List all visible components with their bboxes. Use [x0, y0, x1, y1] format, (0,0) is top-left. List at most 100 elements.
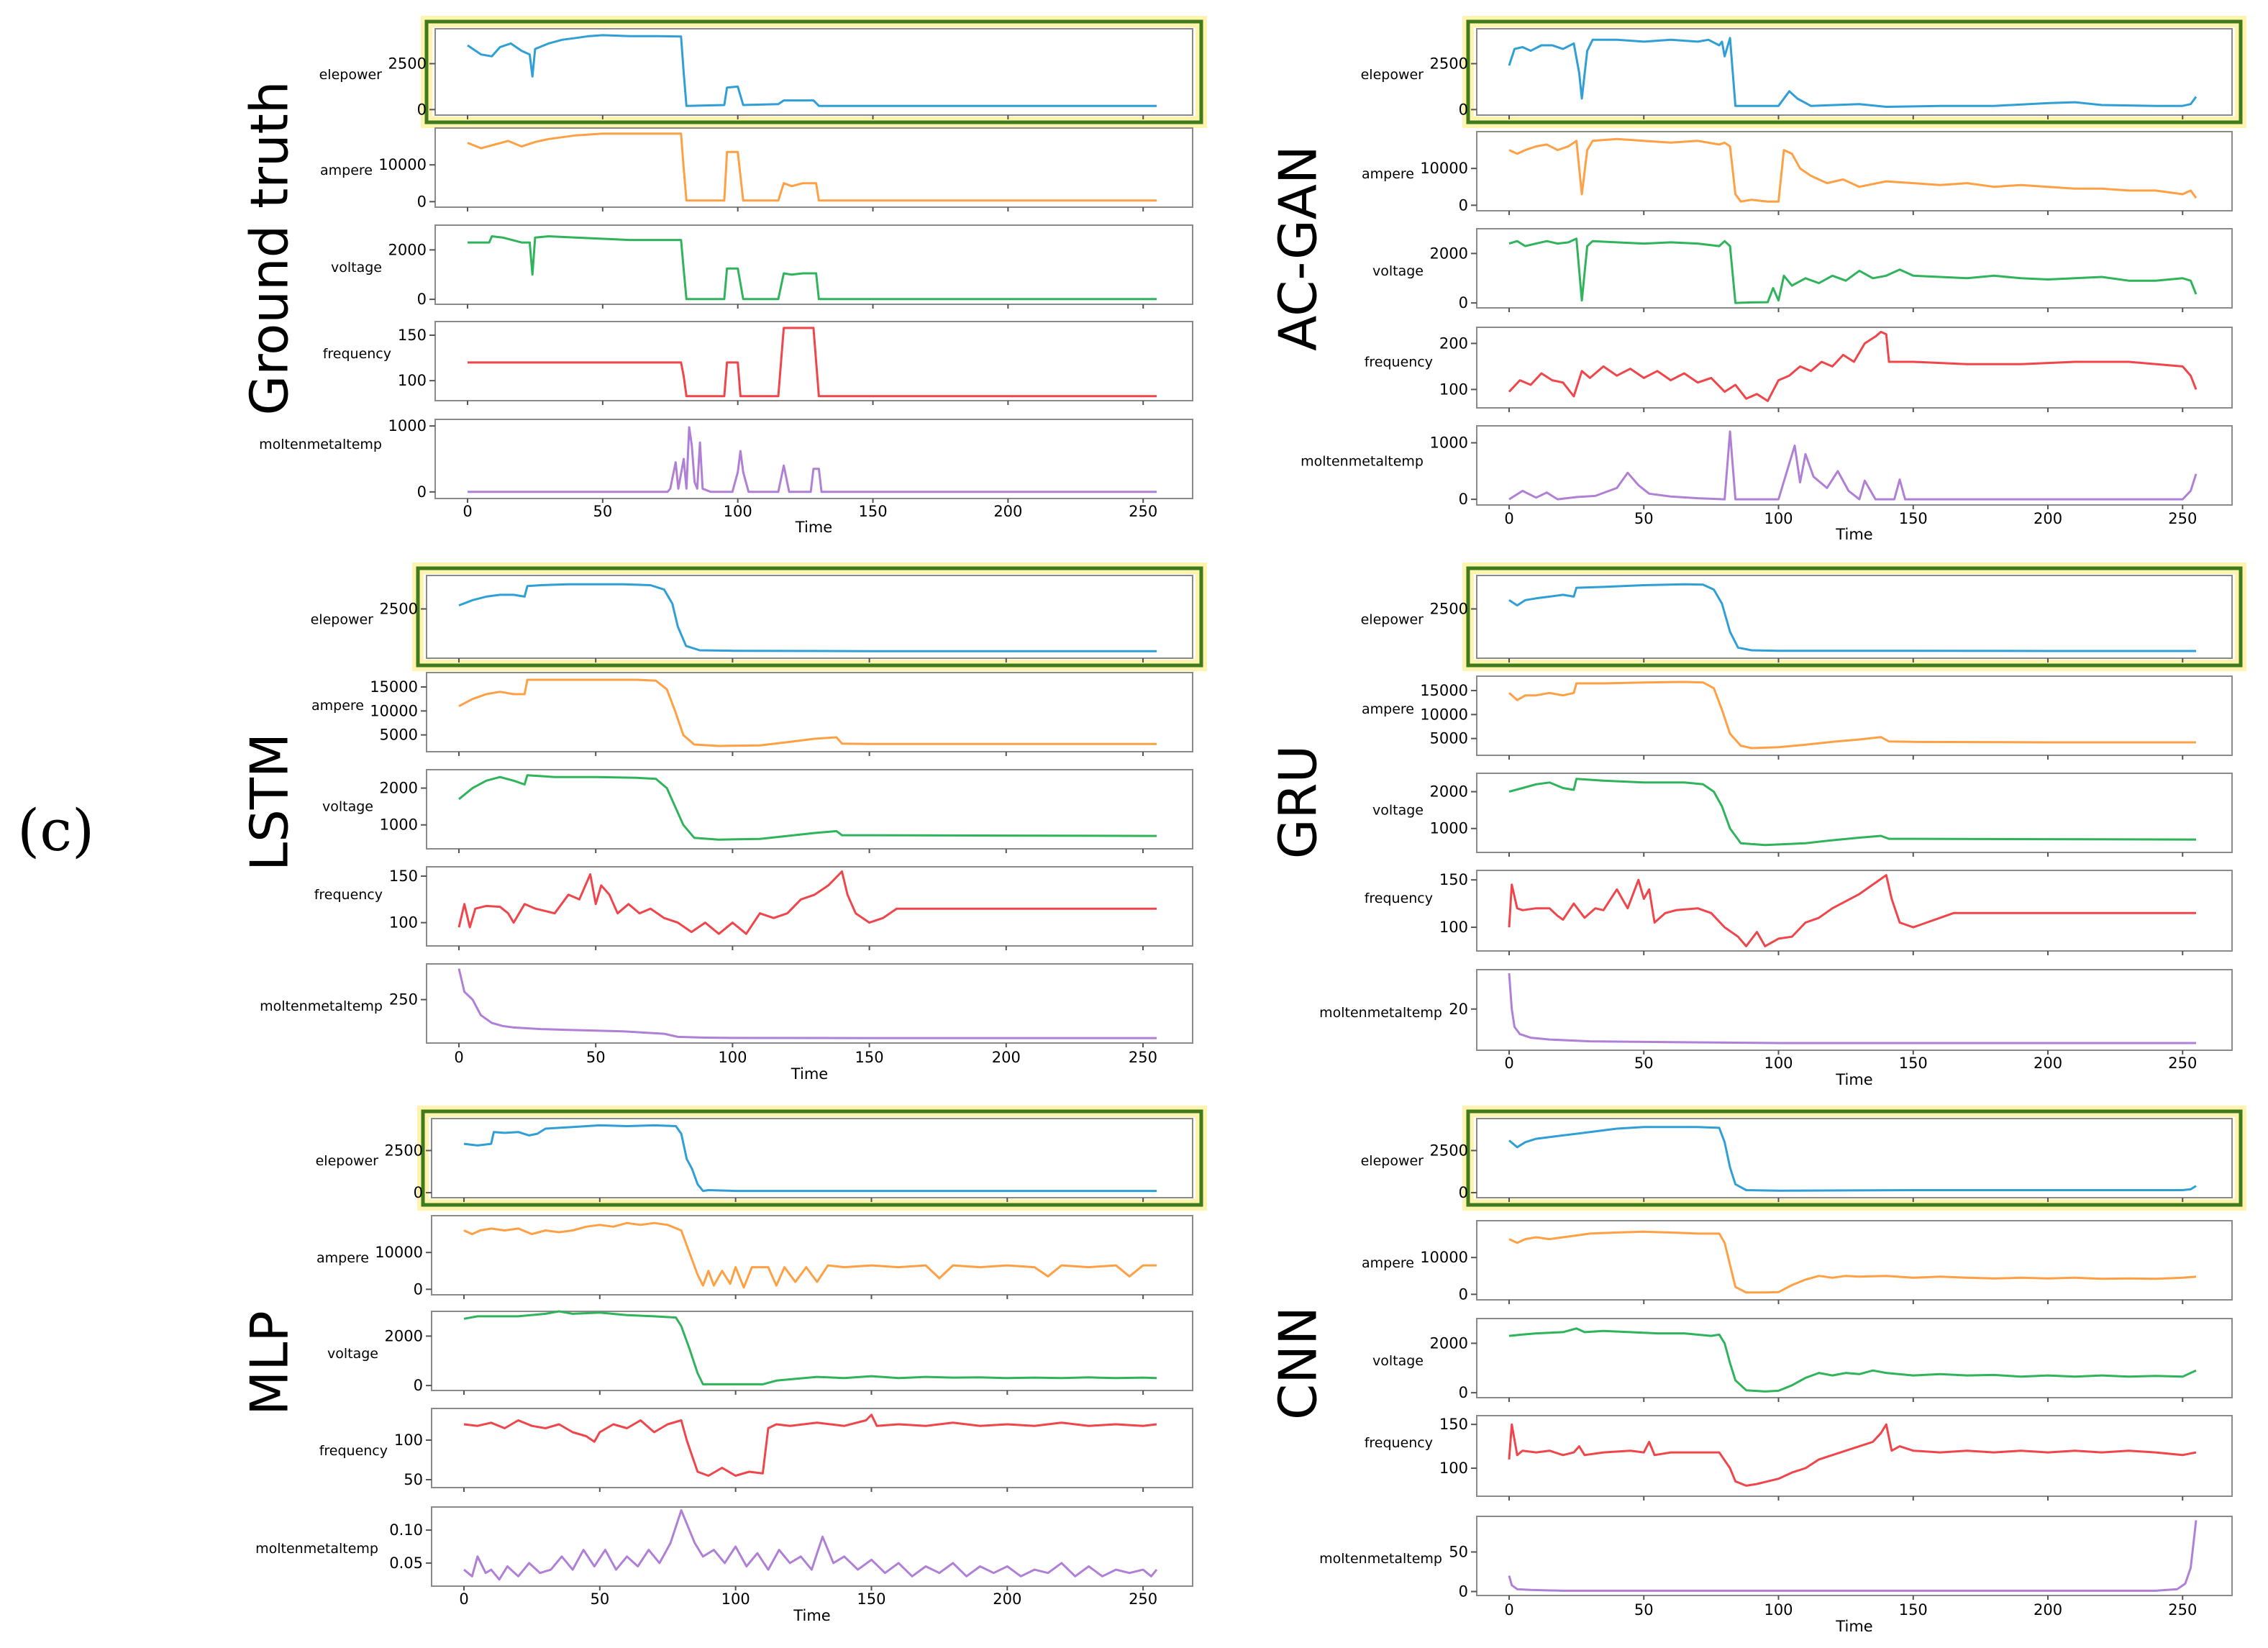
series-line-elepower — [458, 583, 1157, 652]
plot-frame — [434, 127, 1193, 208]
y-tick-label: 50 — [1449, 1544, 1468, 1561]
panel-ac-gan: AC-GAN02500elepower010000ampere02000volt… — [1268, 16, 2246, 543]
y-tick-label: 1000 — [388, 417, 427, 434]
series-line-frequency — [463, 1413, 1157, 1477]
y-tick-label: 100 — [1439, 919, 1468, 936]
y-tick-label: 250 — [389, 991, 418, 1009]
y-tick-label: 0 — [414, 1280, 423, 1298]
y-tick-label: 1000 — [380, 816, 418, 834]
plot-frame — [1476, 1118, 2233, 1198]
x-tick-label: 250 — [1129, 1590, 1157, 1608]
y-tick-label: 100 — [398, 372, 427, 389]
x-tick-label: 200 — [993, 503, 1022, 520]
subplot-voltage: 1000 2000 voltage — [1372, 773, 2233, 857]
x-tick-label: 150 — [1899, 1055, 1928, 1072]
plot-frame — [1476, 575, 2233, 659]
highlight-frame — [1466, 566, 2243, 668]
y-axis-label: moltenmetaltemp — [260, 998, 383, 1014]
y-tick-label: 0 — [1459, 196, 1468, 214]
series-line-voltage — [458, 774, 1157, 841]
series-line-moltenmetaltemp — [463, 1509, 1158, 1581]
subplot-moltenmetaltemp: 20 moltenmetaltemp — [1319, 969, 2233, 1055]
highlight-frame — [1466, 1109, 2243, 1207]
plot-frame — [1476, 1318, 2233, 1398]
plot-frame — [431, 1215, 1193, 1296]
subplot-moltenmetaltemp: 0 1000 moltenmetaltemp — [259, 417, 1193, 503]
x-axis-label: Time — [791, 1065, 828, 1083]
x-tick-label: 50 — [1634, 510, 1654, 527]
plot-frame — [426, 963, 1193, 1044]
subplot-voltage: 0 2000 voltage — [331, 224, 1193, 309]
subplot-frequency: 100 150 frequency — [1365, 870, 2233, 955]
series-line-ampere — [467, 132, 1157, 202]
x-tick-label: 0 — [1504, 1601, 1513, 1619]
y-tick-label: 2000 — [388, 241, 427, 258]
y-tick-label: 10000 — [375, 1244, 423, 1261]
series-line-elepower — [1508, 1126, 2197, 1192]
panel-cnn: CNN02500elepower010000ampere02000voltage… — [1268, 1106, 2246, 1635]
y-tick-label: 10000 — [378, 156, 427, 173]
y-axis-label: frequency — [319, 1443, 388, 1459]
x-tick-label: 150 — [855, 1049, 884, 1066]
y-tick-label: 10000 — [1420, 1249, 1468, 1266]
x-axis-label: Time — [795, 519, 832, 536]
plot-frame — [431, 1311, 1193, 1391]
y-axis-label: ampere — [1362, 1255, 1414, 1271]
x-tick-label: 250 — [2168, 1055, 2197, 1072]
y-tick-label: 100 — [394, 1431, 423, 1449]
x-tick-label: 50 — [1634, 1055, 1654, 1072]
series-line-elepower — [463, 1124, 1157, 1193]
plot-frame — [426, 575, 1193, 659]
series-line-elepower — [467, 34, 1157, 107]
plot-frame — [1476, 131, 2233, 211]
x-axis-label: Time — [1835, 1618, 1872, 1635]
y-axis-label: moltenmetaltemp — [255, 1541, 378, 1557]
panel-mlp: MLP02500elepower010000ampere02000voltage… — [240, 1106, 1207, 1624]
y-tick-label: 10000 — [370, 702, 418, 719]
y-tick-label: 0 — [1459, 1184, 1468, 1201]
x-tick-label: 200 — [2034, 510, 2062, 527]
y-tick-label: 150 — [1439, 871, 1468, 888]
y-axis-label: voltage — [1372, 1353, 1424, 1369]
y-axis-label: voltage — [322, 799, 373, 815]
y-axis-label: frequency — [1365, 891, 1433, 906]
x-tick-label: 100 — [721, 1590, 750, 1608]
y-tick-label: 2000 — [380, 780, 418, 797]
y-axis-label: voltage — [331, 260, 382, 276]
y-tick-label: 0.05 — [389, 1554, 423, 1572]
y-axis-label: ampere — [316, 1250, 369, 1266]
model-label: GRU — [1268, 745, 1329, 860]
series-line-ampere — [1508, 137, 2198, 203]
series-line-voltage — [468, 235, 1157, 301]
subplot-frequency: 50 100 frequency — [319, 1408, 1193, 1492]
plot-frame — [426, 672, 1193, 752]
series-line-moltenmetaltemp — [1508, 973, 2196, 1044]
y-tick-label: 0 — [417, 483, 427, 501]
subplot-ampere: 0 10000 ampere — [1362, 131, 2233, 215]
panel-gru: GRU2500elepower50001000015000ampere10002… — [1268, 563, 2246, 1088]
plot-frame — [1476, 870, 2233, 952]
y-axis-label: voltage — [1372, 263, 1424, 279]
subplot-moltenmetaltemp: 0 50 moltenmetaltemp — [1319, 1516, 2233, 1601]
x-tick-label: 50 — [1634, 1601, 1654, 1619]
y-tick-label: 0 — [1459, 1285, 1468, 1303]
subplot-voltage: 0 2000 voltage — [1372, 1318, 2233, 1402]
y-tick-label: 2500 — [388, 55, 427, 73]
plot-frame — [434, 321, 1193, 401]
highlight-glow — [421, 16, 1207, 128]
x-tick-label: 200 — [993, 1590, 1021, 1608]
y-tick-label: 2000 — [385, 1327, 423, 1344]
model-label: LSTM — [240, 733, 300, 871]
model-label: Ground truth — [240, 81, 300, 415]
y-axis-label: elepower — [1361, 612, 1424, 628]
subplot-frequency: 100 150 frequency — [1365, 1415, 2233, 1501]
series-line-frequency — [468, 327, 1157, 398]
y-axis-label: elepower — [1361, 1153, 1424, 1169]
plot-frame — [1476, 1415, 2233, 1497]
subplot-frequency: 100 150 frequency — [323, 321, 1193, 405]
y-axis-label: frequency — [314, 887, 383, 903]
y-tick-label: 2500 — [380, 600, 418, 617]
series-line-ampere — [458, 678, 1157, 747]
subplot-frequency: 100 200 frequency — [1365, 327, 2233, 412]
